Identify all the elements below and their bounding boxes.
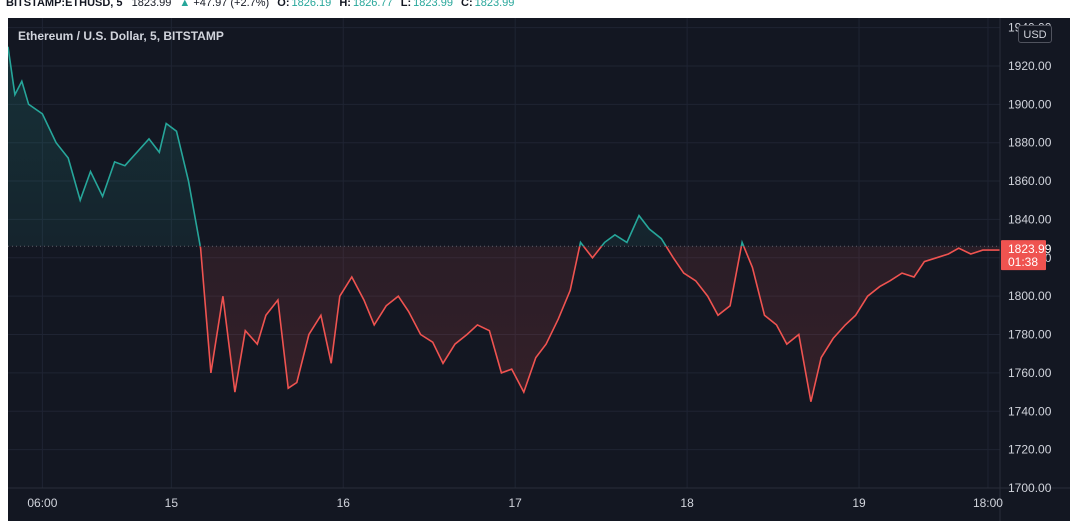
high-value: 1826.77 <box>352 0 393 9</box>
bar-countdown: 01:38 <box>1008 255 1038 269</box>
y-tick-label: 1860.00 <box>1008 174 1052 188</box>
chart-legend-title: Ethereum / U.S. Dollar, 5, BITSTAMP <box>18 29 224 43</box>
x-tick-label: 06:00 <box>27 496 57 510</box>
y-tick-label: 1780.00 <box>1008 328 1052 342</box>
y-tick-label: 1760.00 <box>1008 366 1052 380</box>
y-tick-label: 1740.00 <box>1008 404 1052 418</box>
close-label: C: <box>461 0 473 9</box>
x-tick-label: 15 <box>165 496 179 510</box>
currency-button[interactable]: USD <box>1018 25 1052 43</box>
price-line-below-baseline <box>199 246 1000 402</box>
change-value: +47.97 (+2.7%) <box>193 0 270 9</box>
area-fill-above <box>8 46 744 247</box>
y-tick-label: 1800.00 <box>1008 289 1052 303</box>
y-tick-label: 1900.00 <box>1008 97 1052 111</box>
last-price: 1823.99 <box>131 0 172 9</box>
area-fill-below <box>8 246 1000 402</box>
high-label: H: <box>339 0 351 9</box>
close-value: 1823.99 <box>474 0 515 9</box>
low-value: 1823.99 <box>413 0 453 9</box>
up-arrow-icon: ▲ <box>179 0 191 9</box>
y-tick-label: 1720.00 <box>1008 443 1052 457</box>
price-chart[interactable]: 1700.00 1720.00 1740.00 1760.00 1780.00 1800.… <box>8 18 1070 521</box>
open-label: O: <box>277 0 290 9</box>
x-tick-label: 17 <box>508 496 522 510</box>
y-tick-label: 1840.00 <box>1008 212 1052 226</box>
price-line-above-baseline <box>8 46 745 247</box>
x-tick-label: 16 <box>337 496 351 510</box>
x-tick-label: 18 <box>680 496 694 510</box>
symbol-header: BITSTAMP:ETHUSD, 5 1823.99 ▲ +47.97 (+2.… <box>0 0 1080 14</box>
x-tick-label: 19 <box>852 496 866 510</box>
y-tick-label: 1880.00 <box>1008 136 1052 150</box>
last-price-badge <box>1001 240 1046 271</box>
x-tick-label: 18:00 <box>973 496 1003 510</box>
last-price-badge-value: 1823.99 <box>1008 242 1052 256</box>
open-value: 1826.19 <box>291 0 332 9</box>
symbol-name[interactable]: BITSTAMP:ETHUSD, 5 <box>6 0 123 9</box>
low-label: L: <box>400 0 412 9</box>
price-change: ▲ +47.97 (+2.7%) <box>179 0 270 9</box>
chart-pane[interactable]: 1700.00 1720.00 1740.00 1760.00 1780.00 1800.… <box>8 18 1070 521</box>
y-tick-label: 1700.00 <box>1008 481 1052 495</box>
y-tick-label: 1920.00 <box>1008 59 1052 73</box>
